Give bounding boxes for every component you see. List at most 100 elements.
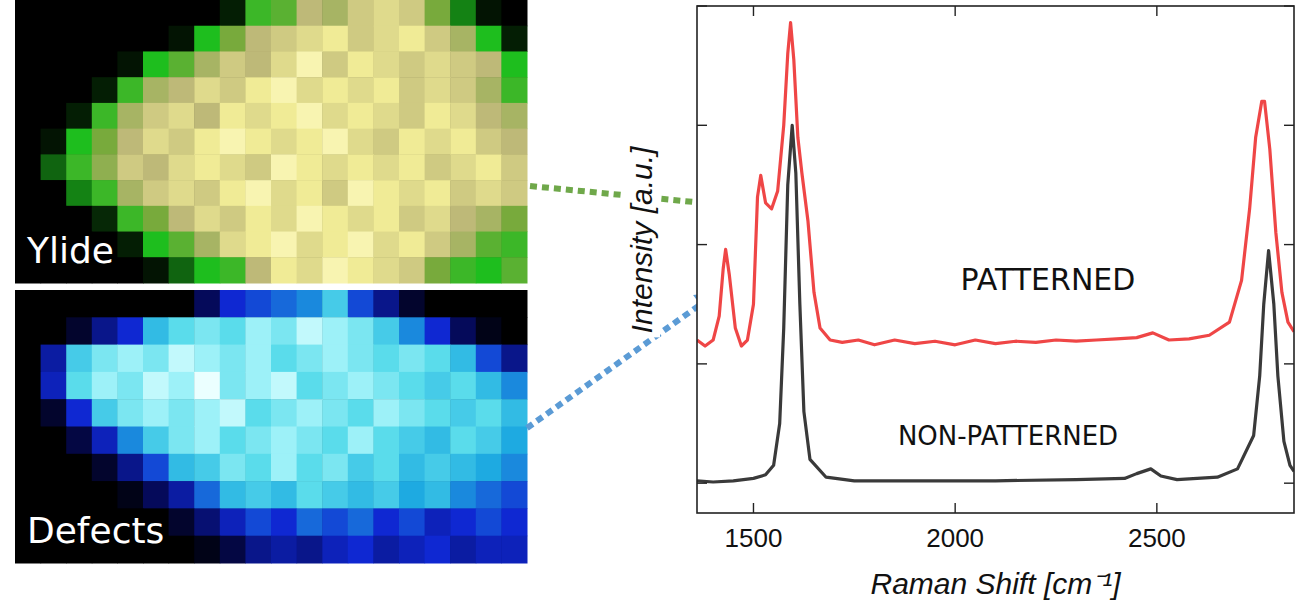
- map-cell: [245, 399, 271, 427]
- map-cell: [245, 536, 271, 564]
- map-cell: [271, 26, 297, 52]
- map-cell: [271, 257, 297, 283]
- map-cell: [373, 536, 399, 564]
- plot-area: [697, 6, 1294, 513]
- map-cell: [322, 206, 348, 232]
- map-cell: [220, 345, 246, 373]
- map-cell: [169, 427, 195, 455]
- map-cell: [476, 317, 502, 345]
- map-cell: [245, 206, 271, 232]
- map-label: Defects: [27, 510, 164, 551]
- y-tick: [697, 244, 707, 245]
- map-cell: [501, 454, 527, 482]
- map-cell: [297, 103, 323, 129]
- map-cell: [501, 317, 527, 345]
- map-cell: [220, 257, 246, 283]
- map-cell: [425, 206, 451, 232]
- map-cell: [450, 129, 476, 155]
- map-cell: [399, 154, 425, 180]
- map-cell: [399, 206, 425, 232]
- map-cell: [169, 51, 195, 77]
- y-tick-right: [1284, 5, 1294, 6]
- map-cell: [425, 154, 451, 180]
- map-cell: [348, 290, 374, 318]
- map-cell: [297, 206, 323, 232]
- map-cell: [476, 427, 502, 455]
- map-cell: [348, 206, 374, 232]
- y-tick-right: [1284, 244, 1294, 245]
- map-cell: [143, 180, 169, 206]
- series-label: NON-PATTERNED: [898, 421, 1118, 451]
- map-cell: [194, 257, 220, 283]
- map-cell: [399, 536, 425, 564]
- map-cell: [41, 51, 67, 77]
- map-cell: [373, 180, 399, 206]
- y-tick: [697, 5, 707, 6]
- map-cell: [194, 399, 220, 427]
- map-cell: [117, 0, 143, 26]
- map-cell: [169, 103, 195, 129]
- map-cell: [41, 206, 67, 232]
- map-cell: [169, 129, 195, 155]
- map-cell: [450, 481, 476, 509]
- y-axis-title-group: Intensity [a.u.]: [623, 142, 660, 337]
- map-cell: [194, 372, 220, 400]
- map-cell: [399, 77, 425, 103]
- map-cell: [143, 399, 169, 427]
- map-cell: [92, 129, 118, 155]
- map-cell: [373, 232, 399, 258]
- map-cell: [245, 257, 271, 283]
- map-cell: [348, 26, 374, 52]
- plot-frame: [697, 6, 1294, 513]
- map-cell: [322, 129, 348, 155]
- map-cell: [450, 26, 476, 52]
- title-patch: [623, 142, 660, 337]
- ylide-map: Ylide: [15, 0, 528, 284]
- map-cell: [41, 0, 67, 26]
- map-cell: [322, 345, 348, 373]
- map-cell: [92, 481, 118, 509]
- map-cell: [41, 372, 67, 400]
- map-cell: [41, 345, 67, 373]
- map-cell: [373, 454, 399, 482]
- map-cell: [322, 51, 348, 77]
- map-cell: [348, 317, 374, 345]
- map-cell: [245, 481, 271, 509]
- map-cell: [476, 129, 502, 155]
- map-background: [15, 290, 527, 563]
- map-cell: [425, 0, 451, 26]
- map-cell: [476, 77, 502, 103]
- map-cell: [322, 154, 348, 180]
- map-cell: [399, 51, 425, 77]
- map-cell: [348, 481, 374, 509]
- map-cell: [66, 51, 92, 77]
- map-cell: [220, 26, 246, 52]
- map-cell: [476, 206, 502, 232]
- map-cell: [476, 257, 502, 283]
- y-tick-right: [1284, 125, 1294, 126]
- map-cell: [194, 317, 220, 345]
- map-cell: [15, 427, 41, 455]
- map-cell: [117, 154, 143, 180]
- map-cell: [399, 427, 425, 455]
- map-cell: [501, 536, 527, 564]
- map-cell: [348, 399, 374, 427]
- map-cell: [169, 180, 195, 206]
- map-cell: [373, 317, 399, 345]
- map-cell: [297, 257, 323, 283]
- map-cell: [169, 345, 195, 373]
- map-cell: [92, 427, 118, 455]
- map-cell: [41, 290, 67, 318]
- map-cell: [348, 77, 374, 103]
- map-cell: [66, 427, 92, 455]
- map-cell: [41, 427, 67, 455]
- map-cell: [322, 481, 348, 509]
- map-cell: [450, 103, 476, 129]
- map-cell: [66, 290, 92, 318]
- map-cell: [143, 345, 169, 373]
- map-cell: [501, 26, 527, 52]
- map-cell: [117, 290, 143, 318]
- map-cell: [169, 508, 195, 536]
- map-cell: [169, 206, 195, 232]
- map-cell: [66, 103, 92, 129]
